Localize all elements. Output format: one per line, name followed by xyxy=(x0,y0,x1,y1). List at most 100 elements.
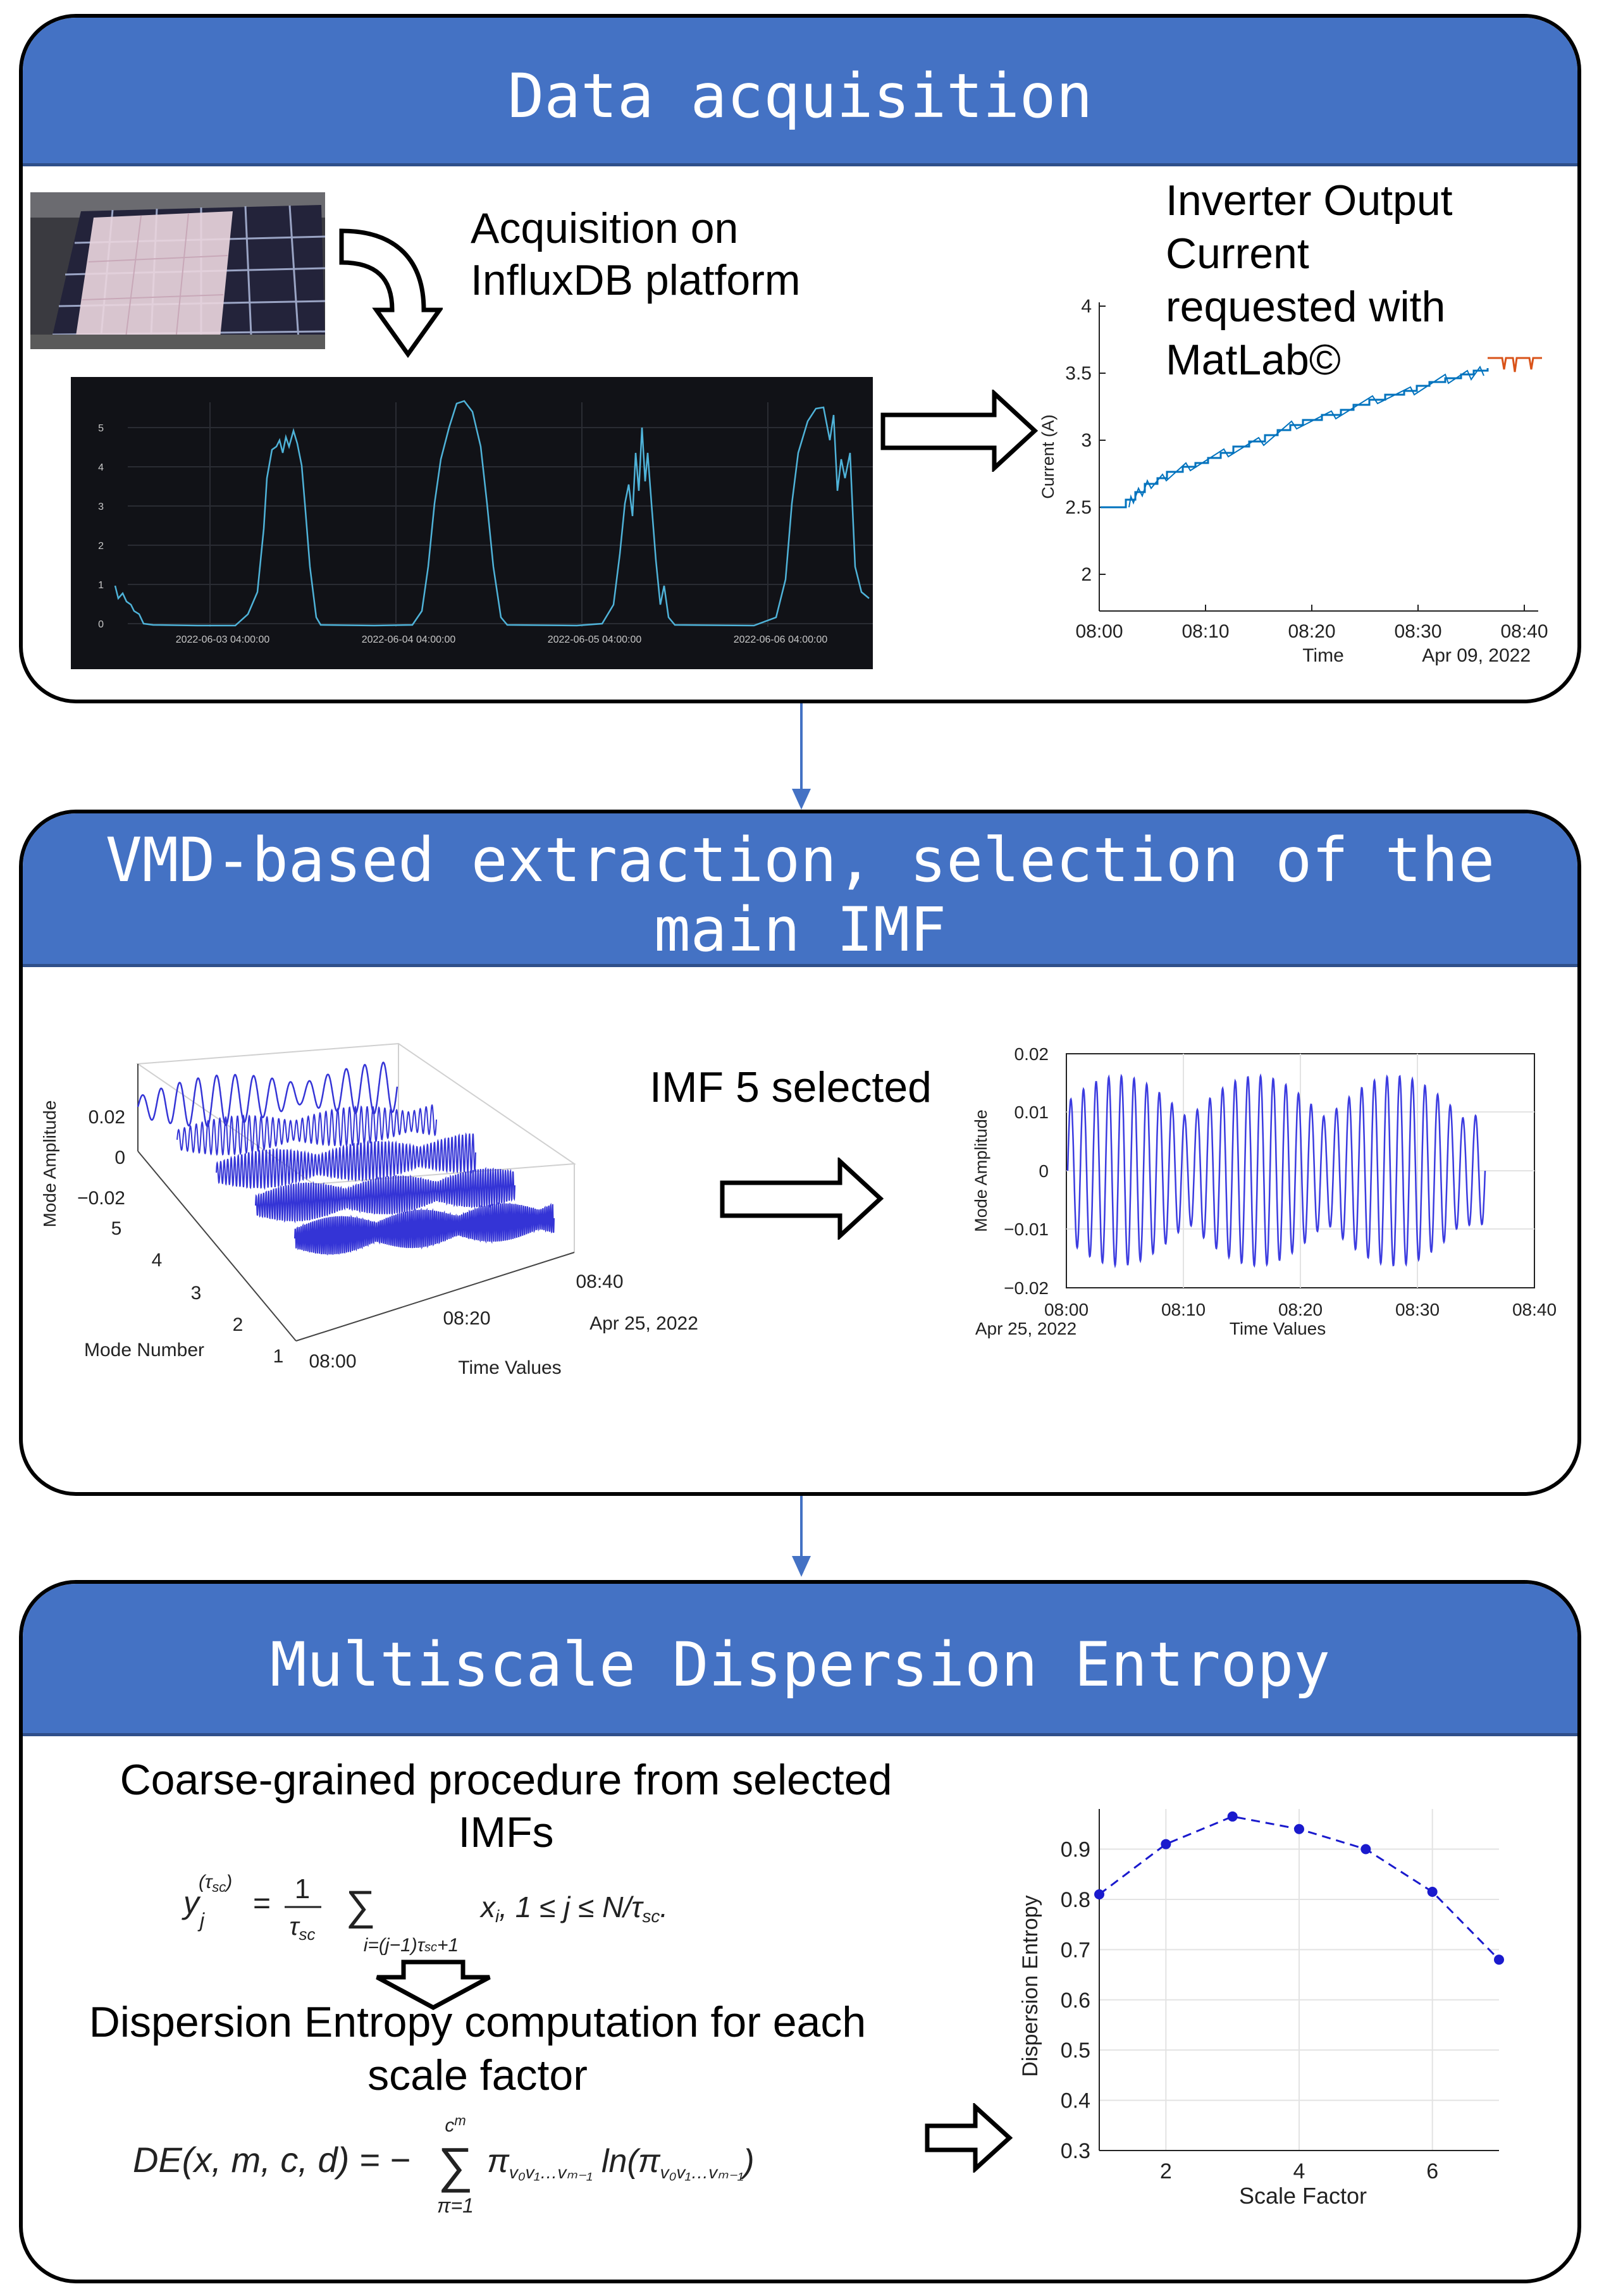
vmd-mode-waves xyxy=(137,1061,555,1256)
matlab-ytick: 2 xyxy=(1081,564,1092,585)
svg-text:τsc: τsc xyxy=(290,1913,316,1944)
arrow-right-icon xyxy=(880,390,1039,472)
matlab-xlabel: Time xyxy=(1302,645,1344,666)
svg-text:∑: ∑ xyxy=(345,1882,375,1929)
entropy-ylabel: Dispersion Entropy xyxy=(1018,1895,1042,2077)
imf-xtick: 08:40 xyxy=(1512,1300,1557,1319)
arrow-right-icon xyxy=(925,2103,1013,2173)
matlab-ytick: 3 xyxy=(1081,430,1092,451)
acquisition-label-line2: InfluxDB platform xyxy=(471,256,801,304)
plot3d-ytick: 3 xyxy=(191,1283,202,1304)
plot3d-xtick: 08:20 xyxy=(443,1308,490,1329)
plot3d-ztick: 0.02 xyxy=(89,1107,125,1128)
panel-header: Data acquisition xyxy=(23,18,1577,166)
svg-text:xi, 1 ≤ j ≤ N/τsc.: xi, 1 ≤ j ≤ N/τsc. xyxy=(479,1891,668,1926)
pv-panel-photo xyxy=(30,192,325,349)
panel-title-line2: main IMF xyxy=(653,894,947,965)
inverter-label-line3: requested with xyxy=(1166,283,1446,331)
entropy-point xyxy=(1360,1844,1371,1855)
influx-ytick: 1 xyxy=(98,580,104,591)
vmd-3d-plot: 0.02 0 −0.02 Mode Amplitude 5 4 3 2 1 Mo… xyxy=(40,1042,698,1378)
arrow-right-icon xyxy=(720,1157,884,1240)
plot3d-xtick: 08:40 xyxy=(576,1271,623,1292)
imf-ytick: −0.01 xyxy=(1004,1219,1049,1239)
panel-multiscale-entropy: Multiscale Dispersion Entropy xyxy=(19,1580,1581,2283)
influx-ytick: 2 xyxy=(98,541,104,552)
svg-text:=: = xyxy=(253,1887,271,1920)
panel-title: Multiscale Dispersion Entropy xyxy=(269,1629,1331,1700)
imf5-series xyxy=(1066,1073,1486,1269)
vmd-mode-wave xyxy=(255,1166,515,1224)
influx-ytick: 0 xyxy=(98,619,104,630)
plot3d-ytick: 2 xyxy=(233,1314,244,1335)
vmd-mode-wave xyxy=(137,1061,398,1128)
dispersion-entropy-formula: DE(x, m, c, d) = − ∑ cm π=1 πv₀v₁…vₘ₋₁ l… xyxy=(133,2113,755,2217)
entropy-xtick: 4 xyxy=(1293,2159,1305,2183)
matlab-xtick: 08:20 xyxy=(1288,621,1335,642)
svg-text:y: y xyxy=(182,1885,201,1920)
matlab-ytick: 2.5 xyxy=(1065,497,1092,518)
svg-text:1: 1 xyxy=(295,1873,310,1904)
curved-arrow-icon xyxy=(339,228,443,359)
influx-series-line xyxy=(114,400,870,627)
plot3d-ztick: 0 xyxy=(114,1147,125,1168)
entropy-ytick: 0.9 xyxy=(1061,1838,1090,1862)
entropy-ytick: 0.5 xyxy=(1061,2039,1090,2063)
matlab-ylabel: Current (A) xyxy=(1039,414,1058,499)
matlab-ytick: 3.5 xyxy=(1065,363,1092,384)
entropy-xtick: 6 xyxy=(1426,2159,1438,2183)
entropy-ytick: 0.6 xyxy=(1061,1989,1090,2013)
entropy-point xyxy=(1227,1811,1238,1822)
entropy-axes xyxy=(1099,1809,1499,2151)
imf5-chart: 0.02 0.01 0 −0.01 −0.02 08:00 08:10 08:2… xyxy=(972,1044,1557,1338)
entropy-xlabel: Scale Factor xyxy=(1239,2183,1367,2209)
imf-xlabel: Time Values xyxy=(1230,1319,1326,1338)
arrow-down-icon xyxy=(376,1960,491,2010)
inverter-label-line1: Inverter Output xyxy=(1166,176,1453,225)
imf-ytick: 0.02 xyxy=(1015,1044,1049,1064)
plot3d-date: Apr 25, 2022 xyxy=(589,1313,698,1334)
influx-ytick: 5 xyxy=(98,423,104,434)
vmd-mode-wave xyxy=(216,1132,476,1190)
entropy-xtick: 2 xyxy=(1160,2159,1172,2183)
influx-date: 2022-06-05 04:00:00 xyxy=(548,634,642,645)
vmd-mode-wave xyxy=(294,1202,555,1256)
connector-arrow-icon xyxy=(792,1496,811,1577)
acquisition-label-line1: Acquisition on xyxy=(471,204,739,252)
svg-text:DE(x, m, c, d) = −: DE(x, m, c, d) = − xyxy=(133,2140,410,2180)
panel-title-line1: VMD-based extraction, selection of the xyxy=(105,825,1495,896)
dispersion-label-line2: scale factor xyxy=(367,2051,588,2099)
entropy-point xyxy=(1294,1824,1304,1834)
influx-ytick: 3 xyxy=(98,502,104,512)
entropy-ytick: 0.3 xyxy=(1061,2139,1090,2163)
dispersion-label-line1: Dispersion Entropy computation for each xyxy=(89,1998,867,2046)
matlab-date: Apr 09, 2022 xyxy=(1422,645,1531,666)
plot3d-ztick: −0.02 xyxy=(77,1188,125,1209)
panel-header: VMD-based extraction, selection of the m… xyxy=(23,813,1577,967)
matlab-xtick: 08:40 xyxy=(1500,621,1548,642)
coarse-grained-formula: y j (τsc) = 1 τsc ∑ i=(j−1)τsc+1 xi, 1 ≤… xyxy=(182,1872,668,1956)
influxdb-chart: 0 1 2 3 4 5 2022-06-03 04:00:00 2022-06-… xyxy=(71,377,873,669)
matlab-xtick: 08:10 xyxy=(1181,621,1229,642)
plot3d-ytick: 5 xyxy=(111,1218,122,1239)
plot3d-ytick: 1 xyxy=(273,1346,284,1367)
matlab-xtick: 08:30 xyxy=(1394,621,1441,642)
imf-ytick: 0 xyxy=(1039,1161,1049,1181)
imf-xtick: 08:30 xyxy=(1395,1300,1440,1319)
matlab-xtick: 08:00 xyxy=(1075,621,1123,642)
svg-text:cm: cm xyxy=(445,2113,466,2136)
svg-text:πv₀v₁…vₘ₋₁ ln(πv₀v₁…vₘ₋₁): πv₀v₁…vₘ₋₁ ln(πv₀v₁…vₘ₋₁) xyxy=(487,2143,755,2182)
entropy-ytick: 0.7 xyxy=(1061,1938,1090,1962)
imf-xtick: 08:10 xyxy=(1161,1300,1206,1319)
matlab-current-chart: 4 3.5 3 2.5 2 08:00 08:10 08:20 08:30 08… xyxy=(1039,296,1548,666)
entropy-ytick: 0.8 xyxy=(1061,1888,1090,1912)
entropy-point xyxy=(1161,1839,1171,1849)
imf-date: Apr 25, 2022 xyxy=(975,1319,1077,1338)
connector-arrow-icon xyxy=(792,703,811,810)
svg-text:π=1: π=1 xyxy=(437,2194,474,2217)
influx-date: 2022-06-06 04:00:00 xyxy=(734,634,828,645)
svg-text:i=(j−1)τsc+1: i=(j−1)τsc+1 xyxy=(364,1935,459,1956)
svg-text:∑: ∑ xyxy=(438,2137,473,2193)
plot3d-xtick: 08:00 xyxy=(309,1351,356,1372)
imf-ytick: 0.01 xyxy=(1015,1102,1049,1122)
